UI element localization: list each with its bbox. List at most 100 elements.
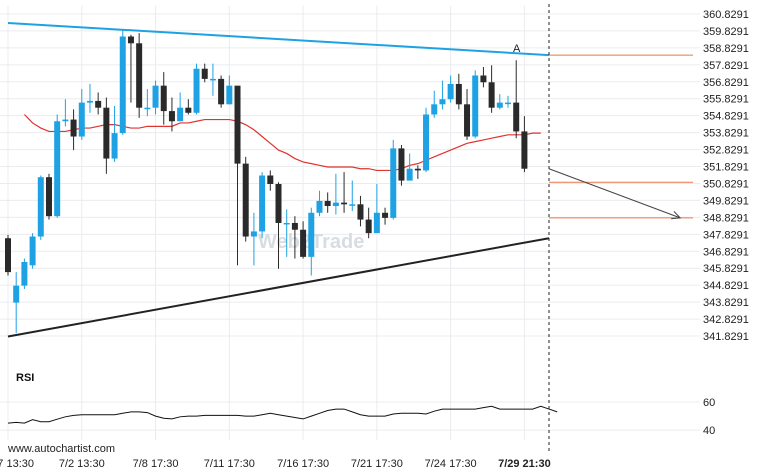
candle-bullish <box>152 85 159 108</box>
candle-bearish <box>398 148 405 181</box>
x-tick-label: 7/8 17:30 <box>133 458 179 470</box>
candle-bearish <box>521 131 528 169</box>
candle-bearish <box>488 82 495 108</box>
x-tick-label: 7/21 17:30 <box>351 458 403 470</box>
candle-bullish <box>144 107 151 110</box>
candle-bearish <box>185 107 192 113</box>
candle-bullish <box>472 75 479 137</box>
candle-bullish <box>29 236 36 266</box>
candle-bullish <box>62 119 69 122</box>
level-lines: A <box>513 43 693 219</box>
y-tick-label: 344.8291 <box>703 280 749 292</box>
candle-bearish <box>136 43 143 108</box>
y-tick-label: 350.8291 <box>703 178 749 190</box>
candle-bullish <box>86 100 93 103</box>
resistance-line <box>7 21 550 57</box>
support-line <box>7 237 550 338</box>
candle-bullish <box>78 102 85 137</box>
x-tick-label: 6/27 13:30 <box>0 458 34 470</box>
candle-bullish <box>13 285 20 303</box>
source-label: www.autochartist.com <box>7 443 115 455</box>
candle-bullish <box>373 212 380 234</box>
candle-bearish <box>513 102 520 132</box>
candle-bearish <box>357 204 364 220</box>
candle-bullish <box>226 85 233 105</box>
y-tick-label: 351.8291 <box>703 162 749 174</box>
candle-bullish <box>111 133 118 159</box>
candle-bearish <box>455 83 462 105</box>
candle-bearish <box>218 78 225 105</box>
candle-bullish <box>54 121 61 217</box>
y-tick-label: 345.8291 <box>703 263 749 275</box>
y-tick-label: 354.8291 <box>703 111 749 123</box>
x-axis: 6/27 13:30 7/2 13:30 7/8 17:30 7/11 17:30 7/… <box>0 458 551 470</box>
candle-bearish <box>168 111 175 122</box>
candle-bullish <box>349 204 356 206</box>
y-axis: 360.8291 359.8291 358.8291 357.8291 356.8291… <box>703 9 749 343</box>
candle-bullish <box>250 231 257 237</box>
candle-bullish <box>37 177 44 237</box>
candle-bullish <box>431 104 438 115</box>
x-tick-label: 7/16 17:30 <box>277 458 329 470</box>
level-label: A <box>513 43 521 55</box>
candle-bearish <box>242 163 249 237</box>
y-tick-label: 349.8291 <box>703 195 749 207</box>
y-tick-label: 346.8291 <box>703 246 749 258</box>
candle-bullish <box>283 222 290 225</box>
candle-bearish <box>291 222 298 230</box>
candle-bearish <box>365 219 372 234</box>
forecast-arrow <box>548 168 682 220</box>
candle-bullish <box>447 83 454 100</box>
candle-bullish <box>21 261 28 286</box>
candle-bullish <box>390 148 397 218</box>
candle-bullish <box>119 36 126 134</box>
candle-bearish <box>127 36 134 44</box>
candle-bearish <box>160 85 167 112</box>
candle-bullish <box>423 114 430 171</box>
arrow-head <box>671 211 682 220</box>
candle-bearish <box>300 229 307 257</box>
candle-bearish <box>45 177 52 217</box>
candle-bearish <box>382 212 389 218</box>
candle-bullish <box>177 107 184 122</box>
y-tick-label: 342.8291 <box>703 314 749 326</box>
rsi-label: RSI <box>16 372 34 384</box>
y-tick-label: 356.8291 <box>703 77 749 89</box>
x-tick-label: 7/29 21:30 <box>498 458 551 470</box>
x-tick-label: 7/24 17:30 <box>425 458 477 470</box>
candle-bearish <box>95 100 102 108</box>
rsi-tick-label: 60 <box>703 397 715 409</box>
candle-bullish <box>332 202 339 207</box>
candle-bullish <box>259 175 266 232</box>
moving-average <box>23 114 541 172</box>
y-tick-label: 352.8291 <box>703 145 749 157</box>
y-tick-label: 348.8291 <box>703 212 749 224</box>
candle-bullish <box>209 78 216 81</box>
candle-bearish <box>275 183 282 223</box>
arrow-line <box>548 168 681 219</box>
y-tick-label: 347.8291 <box>703 229 749 241</box>
x-tick-label: 7/11 17:30 <box>204 458 255 470</box>
rsi-tick-label: 40 <box>703 425 715 437</box>
y-tick-label: 358.8291 <box>703 43 749 55</box>
candle-bearish <box>70 119 77 137</box>
y-tick-label: 355.8291 <box>703 94 749 106</box>
y-tick-label: 360.8291 <box>703 9 749 21</box>
candles <box>5 29 528 334</box>
x-tick-label: 7/2 13:30 <box>59 458 105 470</box>
candle-bearish <box>234 85 241 164</box>
ma-line <box>23 114 541 172</box>
candle-bearish <box>341 202 348 205</box>
y-tick-label: 343.8291 <box>703 297 749 309</box>
trend-lines <box>7 21 550 338</box>
candle-bullish <box>316 200 323 213</box>
y-tick-label: 357.8291 <box>703 60 749 72</box>
candle-bullish <box>439 99 446 105</box>
rsi-panel: RSI 60 40 <box>0 372 715 437</box>
candle-bearish <box>5 238 11 273</box>
y-tick-label: 353.8291 <box>703 128 749 140</box>
candle-bearish <box>267 175 274 184</box>
candle-bullish <box>193 68 200 113</box>
